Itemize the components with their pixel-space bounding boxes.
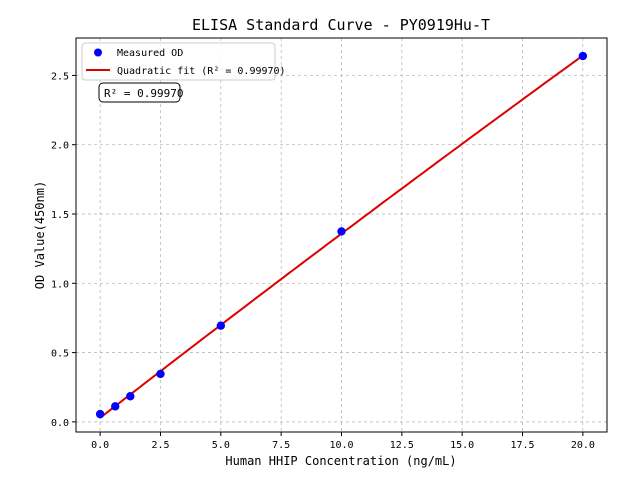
legend-label-fit: Quadratic fit (R² = 0.99970) — [117, 66, 286, 77]
y-tick-label: 2.0 — [51, 141, 69, 152]
x-axis-label: Human HHIP Concentration (ng/mL) — [225, 454, 456, 468]
y-tick-label: 2.5 — [51, 71, 69, 82]
y-tick-label: 0.5 — [51, 349, 69, 360]
x-tick-label: 0.0 — [91, 440, 109, 451]
x-tick-label: 2.5 — [151, 440, 169, 451]
data-point — [578, 51, 588, 61]
data-point — [111, 402, 120, 411]
plot-frame — [75, 37, 608, 433]
x-tick-label: 10.0 — [329, 440, 353, 451]
legend-marker-measured — [94, 48, 102, 57]
x-tick-label: 15.0 — [450, 440, 474, 451]
x-tick-label: 5.0 — [212, 440, 230, 451]
data-point — [156, 369, 165, 379]
axis-ticks: 0.0 2.5 5.0 7.5 10.0 12.5 15.0 17.5 20.0 0.0 0.5 1.… — [51, 71, 595, 451]
legend: Measured OD Quadratic fit (R² = 0.99970) — [81, 42, 286, 81]
y-tick-label: 1.0 — [51, 279, 69, 290]
y-tick-label: 0.0 — [51, 418, 69, 429]
data-point — [95, 409, 105, 419]
r-squared-annotation: R² = 0.99970 — [98, 82, 183, 103]
x-tick-label: 7.5 — [272, 440, 290, 451]
x-tick-label: 20.0 — [571, 440, 595, 451]
grid — [76, 38, 607, 432]
legend-label-measured: Measured OD — [117, 48, 183, 59]
data-marks — [95, 51, 588, 419]
data-point — [126, 392, 135, 401]
data-point — [216, 321, 226, 330]
chart-title: ELISA Standard Curve - PY0919Hu-T — [192, 16, 490, 34]
y-axis-label: OD Value(450nm) — [33, 181, 47, 289]
r-squared-text: R² = 0.99970 — [104, 87, 183, 100]
x-tick-label: 12.5 — [390, 440, 414, 451]
y-tick-label: 1.5 — [51, 210, 69, 221]
data-point — [337, 227, 346, 236]
x-tick-label: 17.5 — [510, 440, 534, 451]
